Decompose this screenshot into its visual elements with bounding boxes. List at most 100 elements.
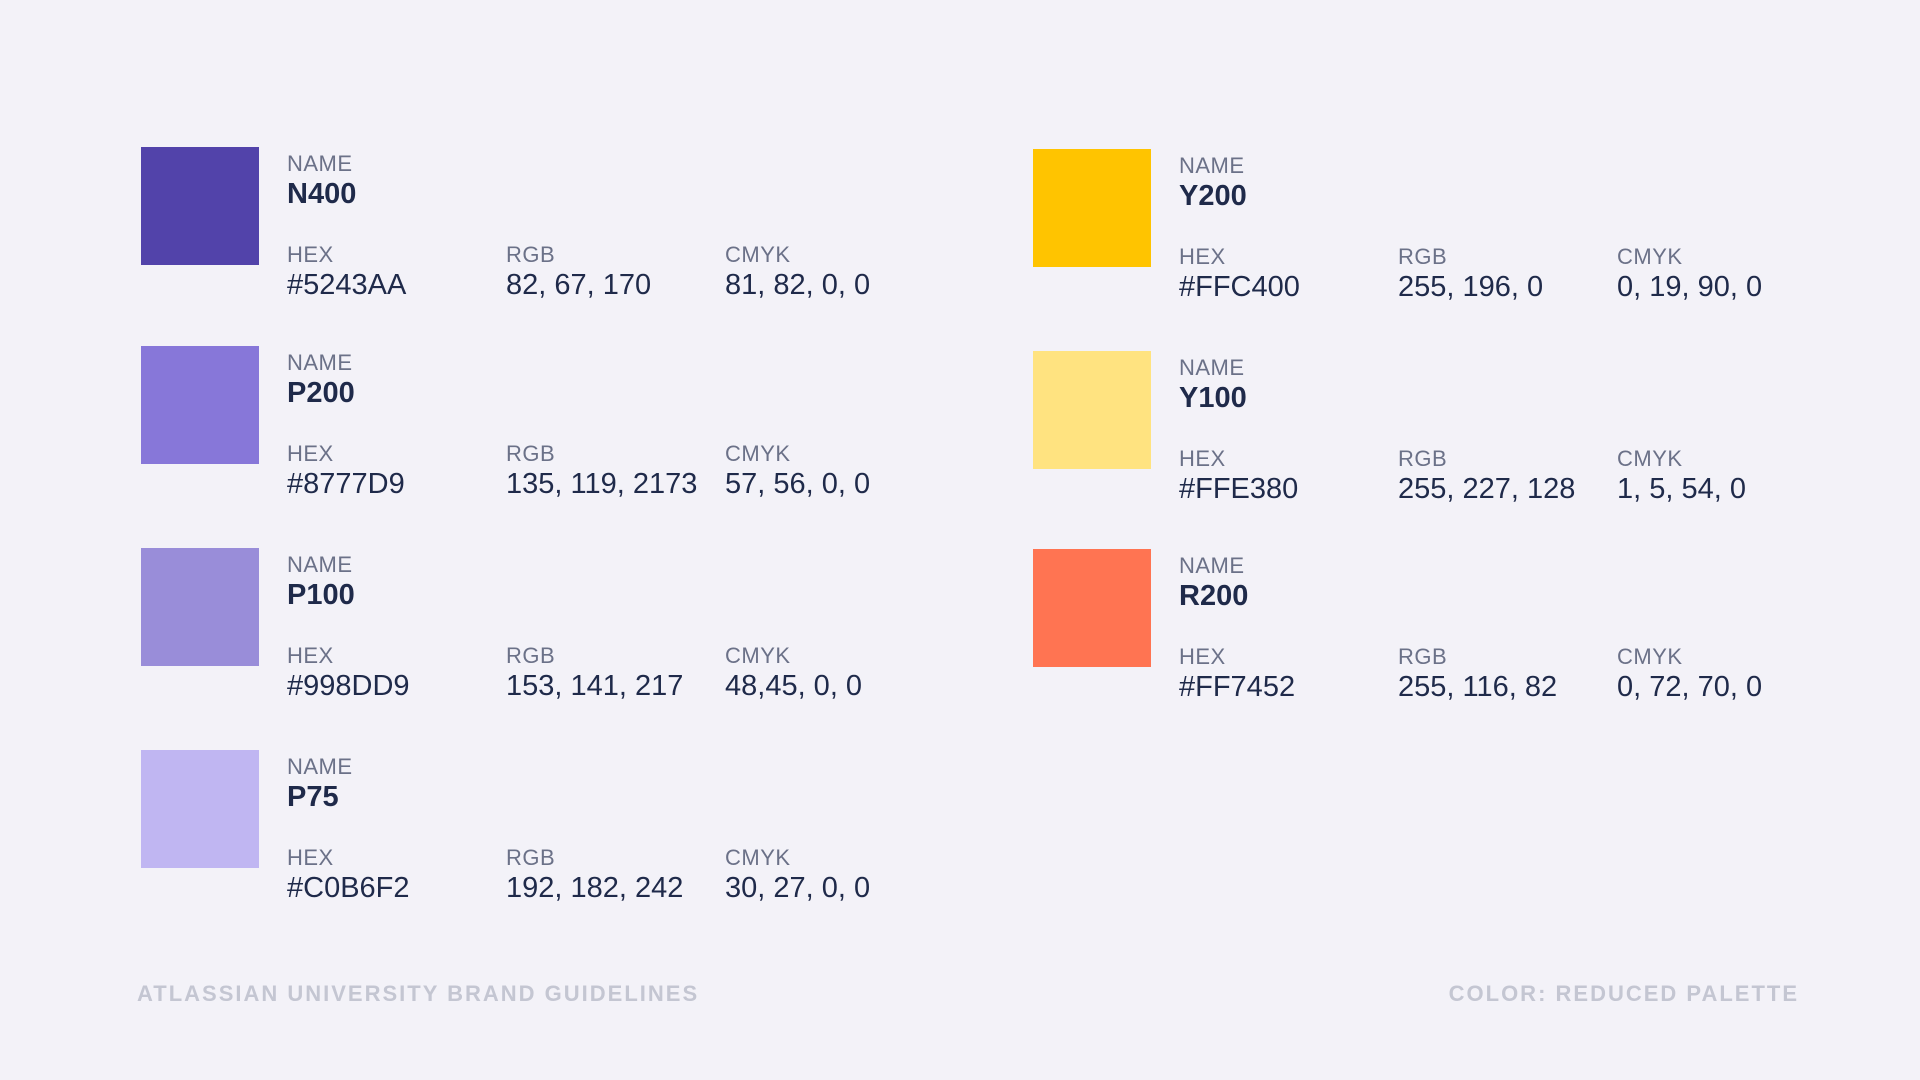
rgb-value: 192, 182, 242 [506,872,684,904]
hex-label: HEX [287,441,334,466]
cmyk-field: CMYK 1, 5, 54, 0 [1617,446,1746,506]
cmyk-field: CMYK 57, 56, 0, 0 [725,441,870,501]
cmyk-label: CMYK [1617,644,1683,669]
color-swatch [141,147,259,265]
color-card-y200: NAME Y200 HEX #FFC400 RGB 255, 196, 0 CM… [1033,149,1813,309]
rgb-label: RGB [506,441,556,466]
hex-label: HEX [287,845,334,870]
name-field: NAME Y100 [1179,355,1247,415]
color-swatch [141,750,259,868]
color-card-p100: NAME P100 HEX #998DD9 RGB 153, 141, 217 … [141,548,921,708]
name-label: NAME [287,350,353,375]
cmyk-value: 0, 19, 90, 0 [1617,271,1763,303]
hex-field: HEX #FFE380 [1179,446,1298,506]
color-swatch [141,548,259,666]
rgb-value: 255, 196, 0 [1398,271,1544,303]
hex-field: HEX #8777D9 [287,441,405,501]
rgb-value: 255, 116, 82 [1398,671,1558,703]
cmyk-field: CMYK 48,45, 0, 0 [725,643,862,703]
color-swatch [1033,549,1151,667]
color-name: Y200 [1179,180,1247,212]
color-card-p200: NAME P200 HEX #8777D9 RGB 135, 119, 2173… [141,346,921,506]
color-card-n400: NAME N400 HEX #5243AA RGB 82, 67, 170 CM… [141,147,921,307]
hex-value: #FFC400 [1179,271,1300,303]
cmyk-value: 57, 56, 0, 0 [725,468,871,500]
rgb-value: 255, 227, 128 [1398,473,1576,505]
name-label: NAME [287,552,353,577]
cmyk-value: 48,45, 0, 0 [725,670,863,702]
cmyk-label: CMYK [1617,446,1683,471]
name-field: NAME Y200 [1179,153,1247,213]
hex-field: HEX #FFC400 [1179,244,1300,304]
hex-field: HEX #998DD9 [287,643,410,703]
rgb-value: 135, 119, 2173 [506,468,698,500]
color-card-r200: NAME R200 HEX #FF7452 RGB 255, 116, 82 C… [1033,549,1813,709]
name-field: NAME P75 [287,754,353,814]
name-field: NAME P100 [287,552,355,612]
color-name: N400 [287,178,357,210]
rgb-label: RGB [1398,644,1448,669]
color-card-p75: NAME P75 HEX #C0B6F2 RGB 192, 182, 242 C… [141,750,921,910]
color-name: P100 [287,579,355,611]
footer-section-title: COLOR: REDUCED PALETTE [1448,981,1799,1006]
color-name: Y100 [1179,382,1247,414]
cmyk-value: 81, 82, 0, 0 [725,269,871,301]
name-field: NAME N400 [287,151,356,211]
hex-value: #FFE380 [1179,473,1299,505]
color-name: P200 [287,377,355,409]
hex-label: HEX [287,242,334,267]
rgb-field: RGB 153, 141, 217 [506,643,683,703]
color-swatch [1033,351,1151,469]
name-label: NAME [1179,153,1245,178]
hex-value: #8777D9 [287,468,405,500]
cmyk-field: CMYK 0, 19, 90, 0 [1617,244,1762,304]
name-label: NAME [1179,553,1245,578]
hex-label: HEX [1179,644,1226,669]
cmyk-field: CMYK 0, 72, 70, 0 [1617,644,1762,704]
footer-brand-title: ATLASSIAN UNIVERSITY BRAND GUIDELINES [137,981,700,1006]
color-name: R200 [1179,580,1249,612]
rgb-field: RGB 255, 196, 0 [1398,244,1543,304]
rgb-value: 82, 67, 170 [506,269,652,301]
cmyk-label: CMYK [725,441,791,466]
rgb-value: 153, 141, 217 [506,670,684,702]
rgb-label: RGB [506,845,556,870]
color-swatch [1033,149,1151,267]
cmyk-label: CMYK [725,845,791,870]
hex-label: HEX [287,643,334,668]
cmyk-field: CMYK 30, 27, 0, 0 [725,845,870,905]
hex-field: HEX #FF7452 [1179,644,1295,704]
rgb-label: RGB [1398,446,1448,471]
name-field: NAME R200 [1179,553,1248,613]
rgb-field: RGB 135, 119, 2173 [506,441,697,501]
color-name: P75 [287,781,339,813]
hex-field: HEX #C0B6F2 [287,845,410,905]
cmyk-value: 30, 27, 0, 0 [725,872,871,904]
cmyk-value: 1, 5, 54, 0 [1617,473,1746,505]
rgb-label: RGB [1398,244,1448,269]
cmyk-label: CMYK [725,242,791,267]
name-label: NAME [287,754,353,779]
color-card-y100: NAME Y100 HEX #FFE380 RGB 255, 227, 128 … [1033,351,1813,511]
name-field: NAME P200 [287,350,355,410]
rgb-field: RGB 82, 67, 170 [506,242,651,302]
cmyk-field: CMYK 81, 82, 0, 0 [725,242,870,302]
name-label: NAME [287,151,353,176]
hex-value: #998DD9 [287,670,410,702]
rgb-field: RGB 192, 182, 242 [506,845,683,905]
hex-label: HEX [1179,446,1226,471]
cmyk-label: CMYK [725,643,791,668]
rgb-field: RGB 255, 116, 82 [1398,644,1557,704]
hex-value: #FF7452 [1179,671,1296,703]
cmyk-value: 0, 72, 70, 0 [1617,671,1763,703]
hex-value: #5243AA [287,269,407,301]
hex-field: HEX #5243AA [287,242,406,302]
hex-value: #C0B6F2 [287,872,410,904]
rgb-label: RGB [506,242,556,267]
cmyk-label: CMYK [1617,244,1683,269]
hex-label: HEX [1179,244,1226,269]
name-label: NAME [1179,355,1245,380]
rgb-label: RGB [506,643,556,668]
color-swatch [141,346,259,464]
rgb-field: RGB 255, 227, 128 [1398,446,1575,506]
